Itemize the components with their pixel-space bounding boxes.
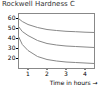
svg-text:40: 40 <box>8 34 16 41</box>
svg-text:2: 2 <box>45 70 49 77</box>
svg-text:3: 3 <box>64 70 68 77</box>
svg-text:60: 60 <box>8 14 16 21</box>
svg-text:1: 1 <box>26 70 30 77</box>
svg-text:50: 50 <box>8 24 16 31</box>
html-text:Rockwell Hardness C: Rockwell Hardness C <box>2 0 75 8</box>
svg-text:30: 30 <box>8 44 16 51</box>
svg-text:20: 20 <box>8 54 16 61</box>
svg-text:4: 4 <box>83 70 87 77</box>
svg-text:Time in hours →: Time in hours → <box>49 79 98 86</box>
